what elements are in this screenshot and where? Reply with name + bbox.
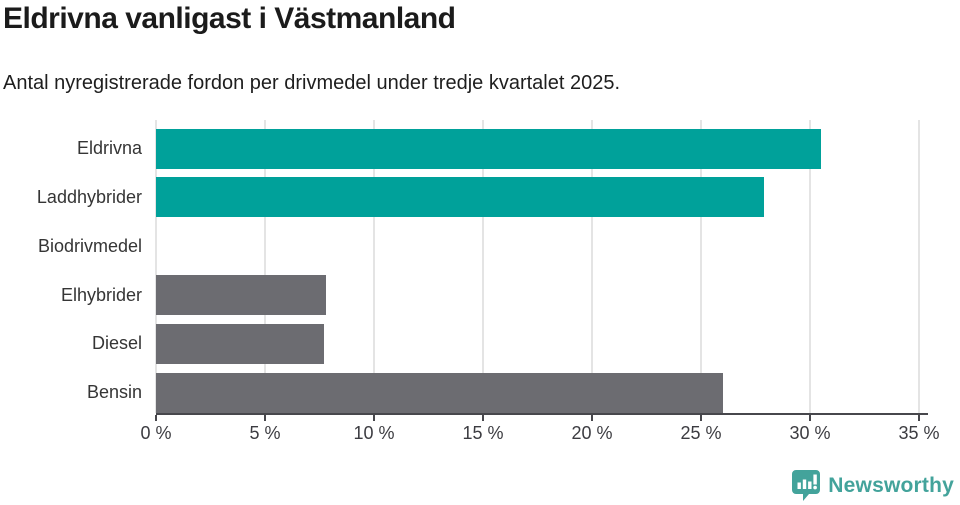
gridline [918, 120, 920, 413]
bar-track [156, 266, 960, 315]
chart-subtitle: Antal nyregistrerade fordon per drivmede… [3, 72, 621, 94]
chart-title: Eldrivna vanligast i Västmanland [3, 2, 456, 35]
bar [156, 323, 324, 364]
bar [156, 372, 723, 413]
tick-mark [918, 415, 920, 421]
bar-track [156, 120, 960, 169]
bar-row: Biodrivmedel [0, 218, 960, 267]
tick-mark [373, 415, 375, 421]
category-label: Diesel [91, 333, 142, 354]
bar-chart-speech-bubble-icon [792, 470, 821, 501]
category-label: Bensin [86, 382, 142, 403]
category-label: Biodrivmedel [37, 235, 142, 256]
gridline [155, 120, 157, 413]
bar-row: Eldrivna [0, 120, 960, 169]
bar-track [156, 315, 960, 364]
bar-row: Bensin [0, 364, 960, 413]
x-tick-label: 25 % [680, 423, 722, 443]
gridline [482, 120, 484, 413]
bar-track [156, 364, 960, 413]
gridline [700, 120, 702, 413]
x-tick-label: 20 % [571, 423, 613, 443]
tick-mark [264, 415, 266, 421]
x-tick-label: 15 % [462, 423, 504, 443]
category-label: Laddhybrider [36, 186, 142, 207]
category-label: Elhybrider [60, 284, 142, 305]
bar-row: Elhybrider [0, 266, 960, 315]
bar-rows: Eldrivna Laddhybrider Biodrivmedel Elhybrid… [0, 120, 960, 413]
bar [156, 177, 765, 218]
tick-mark [155, 415, 157, 421]
x-tick-label: 35 % [898, 423, 940, 443]
x-tick-label: 0 % [140, 423, 172, 443]
newsworthy-logo[interactable]: Newsworthy [791, 469, 954, 502]
plot-area [155, 120, 928, 413]
x-tick-label: 10 % [353, 423, 395, 443]
bar-row: Diesel [0, 315, 960, 364]
tick-mark [591, 415, 593, 421]
category-label: Eldrivna [76, 138, 142, 159]
bar [156, 274, 327, 315]
gridline [809, 120, 811, 413]
x-tick-label: 30 % [789, 423, 831, 443]
tick-mark [809, 415, 811, 421]
bar-row: Laddhybrider [0, 169, 960, 218]
newsworthy-logo-text: Newsworthy [828, 473, 954, 497]
x-axis-line [156, 413, 928, 415]
bar [156, 128, 821, 169]
bar-track [156, 169, 960, 218]
gridline [591, 120, 593, 413]
bar-track [156, 218, 960, 267]
tick-mark [700, 415, 702, 421]
gridline [373, 120, 375, 413]
bar-chart: Eldrivna Laddhybrider Biodrivmedel Elhybrid… [0, 120, 960, 450]
x-tick-label: 5 % [249, 423, 281, 443]
gridline [264, 120, 266, 413]
tick-mark [482, 415, 484, 421]
